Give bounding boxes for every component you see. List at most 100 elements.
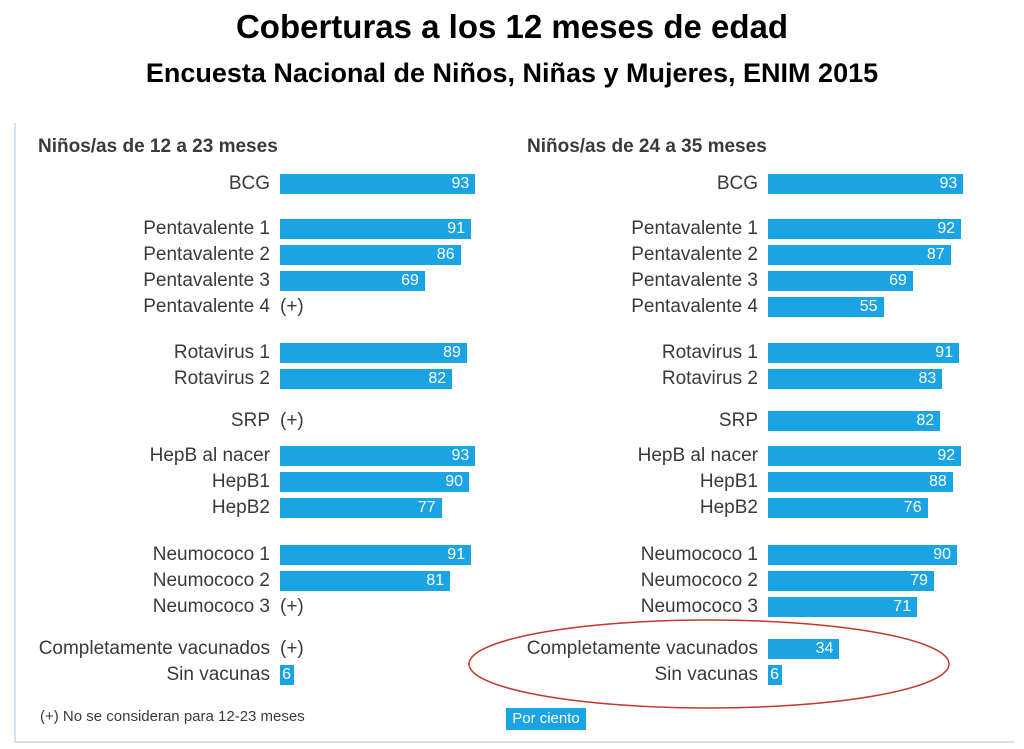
category-label: HepB2 [211,497,270,518]
bar: 79 [768,571,934,591]
bar: 55 [768,297,884,317]
bar: 93 [768,174,964,194]
category-label: Pentavalente 3 [631,270,758,291]
bar: 89 [280,343,467,363]
bar-value-label: 93 [451,447,470,464]
category-label: Pentavalente 3 [143,270,270,291]
category-label: Neumococo 2 [152,570,270,591]
bar-value-label: 82 [916,412,935,429]
category-label: SRP [718,410,758,431]
bar: 6 [768,665,782,685]
bar-value-label: 91 [447,546,466,563]
bar: 86 [280,245,461,265]
category-label: BCG [228,173,270,194]
category-label: Neumococo 3 [640,596,758,617]
bar-value-label: 83 [918,370,937,387]
bar: 91 [768,343,960,363]
bottom-border-line [14,741,1014,743]
not-considered-marker: (+) [280,410,304,431]
category-label: HepB1 [211,471,270,492]
bar-value-label: 86 [436,246,455,263]
category-label: HepB2 [699,497,758,518]
bar: 91 [280,219,472,239]
bar: 76 [768,498,928,518]
bar: 82 [768,411,941,431]
bar-value-label: 6 [282,666,291,683]
category-label: BCG [716,173,758,194]
bar-value-label: 6 [770,666,779,683]
bar-value-label: 91 [447,220,466,237]
category-label: HepB al nacer [637,445,758,466]
category-label: SRP [230,410,270,431]
category-label: HepB al nacer [149,445,270,466]
bar-value-label: 92 [937,220,956,237]
bar-value-label: 91 [935,344,954,361]
category-label: Completamente vacunados [526,638,758,659]
bar-value-label: 77 [417,499,436,516]
bar: 83 [768,369,943,389]
not-considered-marker: (+) [280,296,304,317]
bar-value-label: 93 [451,175,470,192]
category-label: Neumococo 3 [152,596,270,617]
category-label: HepB1 [699,471,758,492]
bar: 77 [280,498,442,518]
bar: 82 [280,369,453,389]
bar: 93 [280,446,476,466]
bar: 81 [280,571,451,591]
bar-value-label: 89 [443,344,461,361]
bar: 87 [768,245,951,265]
bar: 90 [768,545,957,565]
left-border-line [14,123,16,743]
bar-value-label: 90 [445,473,463,490]
category-label: Rotavirus 2 [661,368,758,389]
not-considered-marker: (+) [280,596,304,617]
category-label: Rotavirus 1 [173,342,270,363]
page-subtitle: Encuesta Nacional de Niños, Niñas y Muje… [145,58,879,88]
category-label: Neumococo 2 [640,570,758,591]
page-title: Coberturas a los 12 meses de edad [235,8,789,45]
category-label: Neumococo 1 [152,544,270,565]
bar-value-label: 93 [939,175,958,192]
category-label: Completamente vacunados [38,638,270,659]
bar: 92 [768,446,962,466]
category-label: Rotavirus 1 [661,342,758,363]
category-label: Pentavalente 4 [143,296,270,317]
category-label: Pentavalente 2 [631,244,758,265]
bar: 91 [280,545,472,565]
bar: 6 [280,665,294,685]
bar-value-label: 55 [859,298,878,315]
bar-value-label: 76 [903,499,922,516]
bar-value-label: 82 [428,370,447,387]
bar: 88 [768,472,953,492]
bar-value-label: 92 [937,447,956,464]
bar-value-label: 69 [401,272,419,289]
category-label: Pentavalente 1 [143,218,270,239]
not-considered-marker: (+) [280,638,304,659]
category-label: Sin vacunas [654,664,758,685]
bar-value-label: 79 [910,572,928,589]
bar-value-label: 81 [426,572,445,589]
unit-badge: Por ciento [506,708,586,730]
bar-value-label: 88 [929,473,947,490]
category-label: Pentavalente 4 [631,296,758,317]
bar-value-label: 34 [815,640,834,657]
category-label: Pentavalente 1 [631,218,758,239]
bar-value-label: 87 [926,246,945,263]
bar: 90 [280,472,469,492]
bar: 69 [280,271,425,291]
bar: 92 [768,219,962,239]
category-label: Pentavalente 2 [143,244,270,265]
bar: 34 [768,639,840,659]
category-label: Sin vacunas [166,664,270,685]
bar: 93 [280,174,476,194]
bar-value-label: 90 [933,546,951,563]
panel-title: Niños/as de 24 a 35 meses [527,136,767,157]
footnote: (+) No se consideran para 12-23 meses [40,708,305,725]
bar: 71 [768,597,918,617]
panel-title: Niños/as de 12 a 23 meses [38,136,278,157]
bar: 69 [768,271,913,291]
category-label: Rotavirus 2 [173,368,270,389]
category-label: Neumococo 1 [640,544,758,565]
bar-value-label: 71 [893,598,912,615]
bar-value-label: 69 [889,272,907,289]
